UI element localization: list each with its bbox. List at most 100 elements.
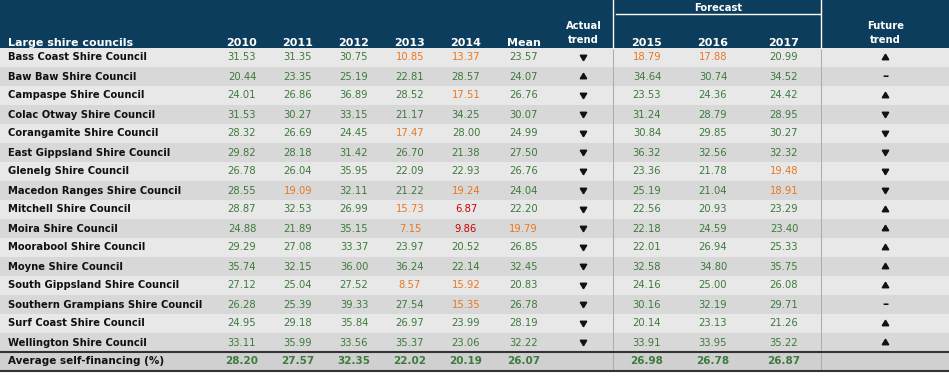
Text: 19.24: 19.24 (452, 185, 480, 196)
Text: Bass Coast Shire Council: Bass Coast Shire Council (8, 52, 147, 63)
Text: 21.17: 21.17 (396, 109, 424, 120)
Text: 28.20: 28.20 (226, 357, 258, 366)
Text: Southern Grampians Shire Council: Southern Grampians Shire Council (8, 300, 202, 310)
Polygon shape (883, 320, 889, 326)
Text: 27.50: 27.50 (510, 147, 538, 158)
Text: 26.87: 26.87 (768, 357, 801, 366)
Text: 7.15: 7.15 (399, 224, 421, 233)
Text: 27.08: 27.08 (284, 242, 312, 253)
Polygon shape (580, 264, 586, 270)
Text: 26.28: 26.28 (228, 300, 256, 310)
Text: 24.16: 24.16 (633, 280, 661, 291)
Polygon shape (580, 150, 586, 156)
Text: 30.16: 30.16 (633, 300, 661, 310)
Text: 32.45: 32.45 (510, 262, 538, 271)
Text: 24.42: 24.42 (770, 90, 798, 100)
Text: 28.00: 28.00 (452, 129, 480, 138)
Text: 33.95: 33.95 (698, 337, 727, 348)
Text: 25.33: 25.33 (770, 242, 798, 253)
Text: 2016: 2016 (698, 38, 729, 48)
Polygon shape (883, 206, 889, 212)
Text: 24.99: 24.99 (510, 129, 538, 138)
Text: 24.04: 24.04 (510, 185, 538, 196)
Text: Forecast: Forecast (694, 3, 742, 13)
Text: 23.53: 23.53 (633, 90, 661, 100)
Text: 34.52: 34.52 (770, 72, 798, 81)
Text: 34.80: 34.80 (698, 262, 727, 271)
Text: 24.95: 24.95 (228, 319, 256, 328)
Polygon shape (580, 73, 586, 79)
Polygon shape (580, 112, 586, 118)
Polygon shape (580, 283, 586, 289)
Text: 17.88: 17.88 (698, 52, 727, 63)
Text: 30.74: 30.74 (698, 72, 727, 81)
Text: 15.92: 15.92 (452, 280, 480, 291)
Text: 25.39: 25.39 (284, 300, 312, 310)
Text: 26.07: 26.07 (507, 357, 540, 366)
Text: 20.93: 20.93 (698, 204, 727, 215)
Polygon shape (580, 245, 586, 251)
Text: 28.52: 28.52 (396, 90, 424, 100)
Text: 35.15: 35.15 (340, 224, 368, 233)
Text: 26.76: 26.76 (509, 167, 538, 176)
Text: 36.00: 36.00 (340, 262, 368, 271)
Text: 28.18: 28.18 (284, 147, 312, 158)
Text: 32.11: 32.11 (340, 185, 368, 196)
Polygon shape (580, 131, 586, 137)
Bar (0, 0, 949, 48)
Text: 13.37: 13.37 (452, 52, 480, 63)
Text: 25.19: 25.19 (340, 72, 368, 81)
Text: 26.78: 26.78 (697, 357, 730, 366)
Text: 2010: 2010 (227, 38, 257, 48)
Text: 23.40: 23.40 (770, 224, 798, 233)
Text: 21.22: 21.22 (396, 185, 424, 196)
Text: –: – (883, 298, 888, 311)
Text: 31.53: 31.53 (228, 52, 256, 63)
Text: trend: trend (568, 35, 599, 45)
Text: 35.84: 35.84 (340, 319, 368, 328)
Text: 18.79: 18.79 (633, 52, 661, 63)
Polygon shape (883, 263, 889, 269)
Text: 36.32: 36.32 (633, 147, 661, 158)
Text: 27.12: 27.12 (228, 280, 256, 291)
Text: 32.19: 32.19 (698, 300, 727, 310)
Text: Moyne Shire Council: Moyne Shire Council (8, 262, 122, 271)
Text: 26.85: 26.85 (510, 242, 538, 253)
Text: 9.86: 9.86 (455, 224, 477, 233)
Text: 24.45: 24.45 (340, 129, 368, 138)
Text: 26.97: 26.97 (396, 319, 424, 328)
Polygon shape (580, 188, 586, 194)
Text: Baw Baw Shire Council: Baw Baw Shire Council (8, 72, 137, 81)
Text: 29.29: 29.29 (228, 242, 256, 253)
Polygon shape (883, 112, 889, 118)
Text: 20.19: 20.19 (450, 357, 482, 366)
Text: 31.42: 31.42 (340, 147, 368, 158)
Text: 26.86: 26.86 (284, 90, 312, 100)
Text: 32.58: 32.58 (633, 262, 661, 271)
Text: 2015: 2015 (632, 38, 662, 48)
Text: 17.51: 17.51 (452, 90, 480, 100)
Text: 32.53: 32.53 (284, 204, 312, 215)
Text: 28.19: 28.19 (510, 319, 538, 328)
Text: 15.73: 15.73 (396, 204, 424, 215)
Text: 22.09: 22.09 (396, 167, 424, 176)
Text: 21.04: 21.04 (698, 185, 727, 196)
Text: 20.99: 20.99 (770, 52, 798, 63)
Polygon shape (883, 339, 889, 345)
Text: 26.69: 26.69 (284, 129, 312, 138)
Text: 23.57: 23.57 (510, 52, 538, 63)
Text: 15.35: 15.35 (452, 300, 480, 310)
Polygon shape (883, 150, 889, 156)
Bar (0, 162, 949, 181)
Text: 26.98: 26.98 (630, 357, 663, 366)
Text: 22.14: 22.14 (452, 262, 480, 271)
Text: 31.35: 31.35 (284, 52, 312, 63)
Text: 32.32: 32.32 (770, 147, 798, 158)
Text: Actual: Actual (566, 21, 602, 31)
Text: 26.94: 26.94 (698, 242, 727, 253)
Text: 23.99: 23.99 (452, 319, 480, 328)
Text: 24.07: 24.07 (510, 72, 538, 81)
Text: 23.97: 23.97 (396, 242, 424, 253)
Bar (0, 333, 949, 352)
Text: 24.36: 24.36 (698, 90, 727, 100)
